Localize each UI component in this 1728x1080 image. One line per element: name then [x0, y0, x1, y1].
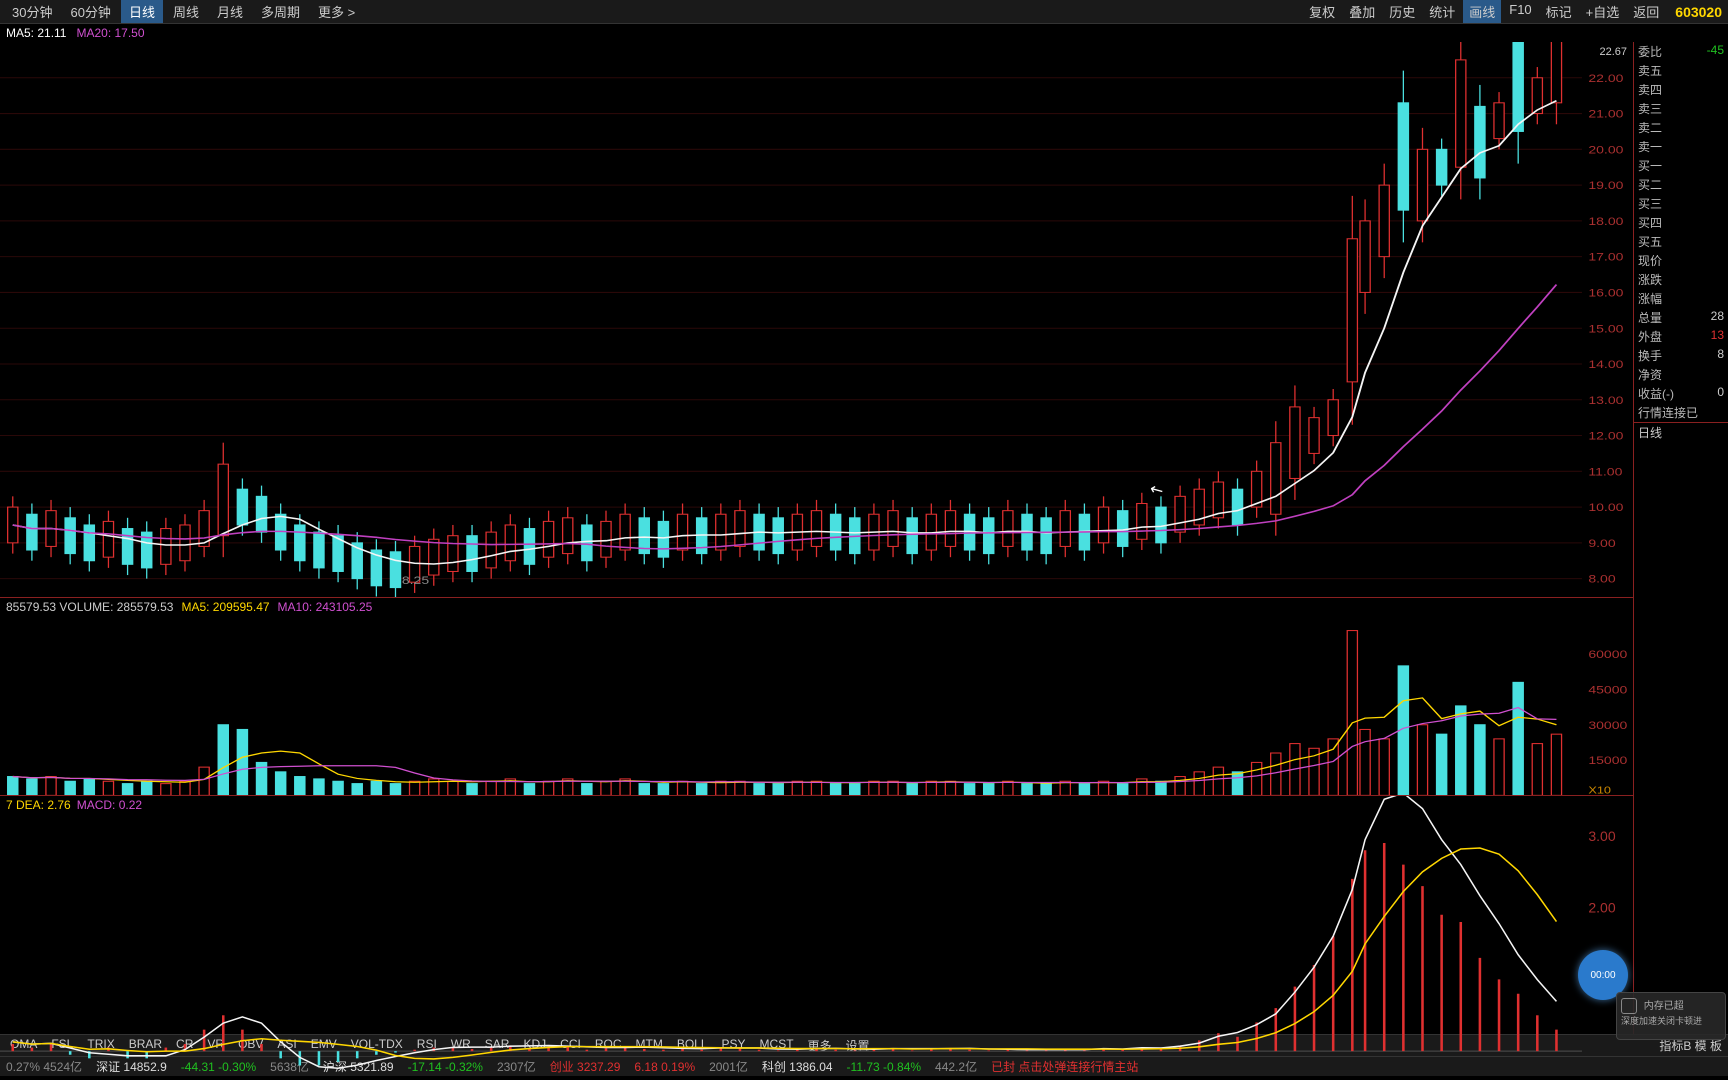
- svg-text:9.00: 9.00: [1588, 536, 1615, 549]
- svg-text:2.00: 2.00: [1588, 900, 1615, 916]
- quote-row: 买三: [1634, 194, 1728, 213]
- memory-warning-title: 内存已超: [1644, 1001, 1684, 1012]
- toolbar-button[interactable]: 历史: [1383, 0, 1421, 23]
- quote-row: 换手8: [1634, 346, 1728, 365]
- quote-row: 收益(-)0: [1634, 384, 1728, 403]
- volume-ma5-label: MA5: 209595.47: [181, 600, 269, 614]
- price-chart[interactable]: 22.67 22.00 21.00 20.00 19.00 18.00 17.00 16.0…: [0, 42, 1633, 598]
- quote-row: 卖四: [1634, 80, 1728, 99]
- quote-row: 净资: [1634, 365, 1728, 384]
- right-panel-timeframe[interactable]: 日线: [1634, 422, 1728, 442]
- memory-warning-sub: 深度加速关闭卡顿进: [1621, 1016, 1702, 1026]
- quote-row: 涨幅: [1634, 289, 1728, 308]
- toolbar-button[interactable]: 复权: [1303, 0, 1341, 23]
- timeframe-tab[interactable]: 更多 >: [310, 0, 363, 23]
- quote-row: 行情连接已: [1634, 403, 1728, 422]
- current-price-label: 22.67: [1599, 46, 1627, 58]
- svg-text:12.00: 12.00: [1588, 429, 1623, 442]
- svg-text:21.00: 21.00: [1588, 107, 1623, 120]
- quote-row: 卖一: [1634, 137, 1728, 156]
- svg-text:22.00: 22.00: [1588, 71, 1623, 84]
- macd-chart[interactable]: 7 DEA: 2.76 MACD: 0.22 3.00 2.00: [0, 796, 1633, 1077]
- quote-row: 外盘13: [1634, 327, 1728, 346]
- svg-text:20.00: 20.00: [1588, 143, 1623, 156]
- timeframe-tab[interactable]: 周线: [165, 0, 207, 23]
- toolbar-button[interactable]: 返回: [1627, 0, 1665, 23]
- timeframe-tab[interactable]: 日线: [121, 0, 163, 23]
- svg-text:60000: 60000: [1588, 647, 1627, 660]
- timeframe-tab[interactable]: 月线: [209, 0, 251, 23]
- svg-text:11.00: 11.00: [1588, 465, 1622, 478]
- volume-ma10-label: MA10: 243105.25: [278, 600, 373, 614]
- quote-panel: 委比-45卖五卖四卖三卖二卖一买一买二买三买四买五现价涨跌涨幅总量28外盘13换…: [1633, 42, 1728, 1034]
- macd-value-label: MACD: 0.22: [77, 798, 142, 812]
- svg-text:16.00: 16.00: [1588, 286, 1623, 299]
- svg-text:8.00: 8.00: [1588, 572, 1615, 585]
- svg-text:30000: 30000: [1588, 718, 1627, 731]
- toolbar-button[interactable]: +自选: [1580, 0, 1626, 23]
- toolbar-button[interactable]: 画线: [1463, 0, 1501, 23]
- quote-row: 卖五: [1634, 61, 1728, 80]
- stock-code: 603020: [1669, 4, 1728, 20]
- svg-text:17.00: 17.00: [1588, 250, 1623, 263]
- quote-row: 买四: [1634, 213, 1728, 232]
- toolbar-button[interactable]: F10: [1503, 0, 1537, 23]
- timeframe-tab[interactable]: 多周期: [253, 0, 308, 23]
- ma5-label: MA5: 21.11: [6, 26, 66, 40]
- volume-chart[interactable]: 85579.53 VOLUME: 285579.53 MA5: 209595.4…: [0, 598, 1633, 796]
- toolbar-button[interactable]: 标记: [1540, 0, 1578, 23]
- svg-text:X10: X10: [1588, 784, 1611, 795]
- svg-text:8.25: 8.25: [402, 573, 429, 586]
- volume-value-label: 85579.53 VOLUME: 285579.53: [6, 600, 173, 614]
- toolbar-button[interactable]: 叠加: [1343, 0, 1381, 23]
- svg-text:45000: 45000: [1588, 682, 1627, 695]
- quote-row: 卖二: [1634, 118, 1728, 137]
- svg-text:18.00: 18.00: [1588, 214, 1623, 227]
- ma20-label: MA20: 17.50: [76, 26, 144, 40]
- top-toolbar: 30分钟60分钟日线周线月线多周期更多 > 复权叠加历史统计画线F10标记+自选…: [0, 0, 1728, 24]
- quote-row: 买二: [1634, 175, 1728, 194]
- quote-row: 现价: [1634, 251, 1728, 270]
- svg-text:3.00: 3.00: [1588, 828, 1615, 844]
- quote-row: 总量28: [1634, 308, 1728, 327]
- svg-text:10.00: 10.00: [1588, 501, 1623, 514]
- svg-text:19.00: 19.00: [1588, 179, 1623, 192]
- quote-row: 买五: [1634, 232, 1728, 251]
- svg-text:14.00: 14.00: [1588, 357, 1623, 370]
- ma-indicator-bar: MA5: 21.11 MA20: 17.50: [0, 24, 1728, 42]
- shield-icon: [1621, 998, 1637, 1014]
- toolbar-button[interactable]: 统计: [1423, 0, 1461, 23]
- timeframe-tab[interactable]: 60分钟: [62, 0, 118, 23]
- dea-label: 7 DEA: 2.76: [6, 798, 71, 812]
- svg-text:13.00: 13.00: [1588, 393, 1623, 406]
- svg-text:15000: 15000: [1588, 753, 1627, 766]
- quote-row: 买一: [1634, 156, 1728, 175]
- timeframe-tab[interactable]: 30分钟: [4, 0, 60, 23]
- quote-row: 卖三: [1634, 99, 1728, 118]
- memory-warning-popup[interactable]: 内存已超 深度加速关闭卡顿进: [1616, 992, 1726, 1040]
- quote-row: 涨跌: [1634, 270, 1728, 289]
- svg-text:15.00: 15.00: [1588, 322, 1623, 335]
- quote-row: 委比-45: [1634, 42, 1728, 61]
